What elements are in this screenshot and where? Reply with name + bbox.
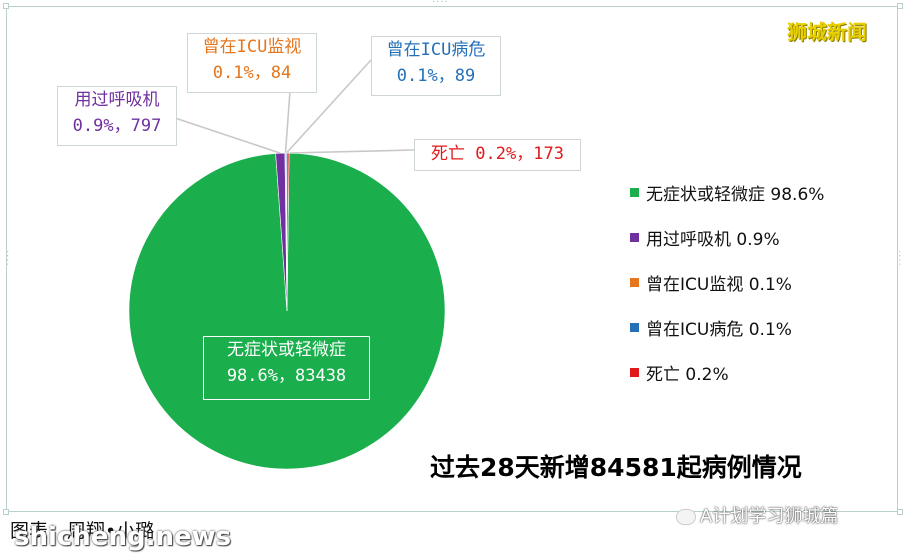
legend-item-ventilator: 用过呼吸机 0.9%	[630, 215, 824, 260]
leader-line-icu-monitor	[284, 90, 291, 154]
legend-label-icu-critical: 曾在ICU病危 0.1%	[646, 320, 792, 340]
legend-swatch-mild	[630, 188, 639, 197]
callout-mild: 无症状或轻微症 98.6%，83438	[203, 336, 370, 400]
callout-mild-name: 无症状或轻微症	[227, 340, 346, 360]
callout-icu-monitor-name: 曾在ICU监视	[202, 37, 302, 57]
resize-handle-tl[interactable]	[3, 3, 9, 9]
leader-line-death	[287, 149, 415, 154]
resize-handle-bl[interactable]	[3, 509, 9, 515]
callout-icu-critical-name: 曾在ICU病危	[386, 40, 486, 60]
callout-death-text: 死亡 0.2%，173	[431, 144, 564, 164]
resize-handle-tr[interactable]	[897, 3, 903, 9]
callout-ventilator-name: 用过呼吸机	[74, 90, 160, 110]
callout-icu-monitor-value: 0.1%，84	[212, 63, 292, 83]
legend-swatch-death	[630, 368, 639, 377]
callout-icu-monitor: 曾在ICU监视 0.1%，84	[187, 33, 317, 93]
legend-swatch-icu-monitor	[630, 278, 639, 287]
leader-lines	[174, 59, 415, 154]
pie-slices	[128, 152, 446, 470]
wechat-icon	[676, 509, 696, 525]
callout-mild-value: 98.6%，83438	[226, 366, 347, 386]
brand-logo-text: 狮城新闻	[787, 20, 867, 44]
callout-death: 死亡 0.2%，173	[414, 139, 581, 171]
legend-label-ventilator: 用过呼吸机 0.9%	[646, 230, 780, 250]
wechat-watermark: A计划学习狮城篇	[676, 502, 838, 528]
resize-handle-br[interactable]	[897, 509, 903, 515]
legend-item-icu-monitor: 曾在ICU监视 0.1%	[630, 260, 824, 305]
chart-credit: 图表：周翔•小璐	[10, 520, 155, 542]
callout-icu-critical-value: 0.1%，89	[396, 66, 476, 86]
legend-item-death: 死亡 0.2%	[630, 350, 824, 395]
leader-line-ventilator	[174, 117, 281, 154]
callout-icu-critical: 曾在ICU病危 0.1%，89	[371, 36, 501, 96]
chart-legend: 无症状或轻微症 98.6% 用过呼吸机 0.9% 曾在ICU监视 0.1% 曾在…	[630, 170, 824, 395]
wechat-watermark-text: A计划学习狮城篇	[700, 506, 839, 527]
resize-grip-right[interactable]: ····	[893, 250, 904, 267]
legend-label-death: 死亡 0.2%	[646, 365, 729, 385]
resize-grip-top[interactable]: ····	[432, 0, 449, 8]
site-watermark: shicheng.news	[14, 522, 232, 552]
chart-title: 过去28天新增84581起病例情况	[430, 453, 802, 482]
callout-ventilator: 用过呼吸机 0.9%，797	[57, 86, 177, 146]
leader-line-icu-critical	[285, 59, 372, 154]
legend-swatch-icu-critical	[630, 323, 639, 332]
legend-label-mild: 无症状或轻微症 98.6%	[646, 185, 825, 205]
legend-swatch-ventilator	[630, 233, 639, 242]
pie-slice-death	[286, 152, 290, 312]
resize-grip-left[interactable]: ····	[1, 250, 12, 267]
legend-item-icu-critical: 曾在ICU病危 0.1%	[630, 305, 824, 350]
callout-ventilator-value: 0.9%，797	[72, 116, 162, 136]
legend-item-mild: 无症状或轻微症 98.6%	[630, 170, 824, 215]
legend-label-icu-monitor: 曾在ICU监视 0.1%	[646, 275, 792, 295]
